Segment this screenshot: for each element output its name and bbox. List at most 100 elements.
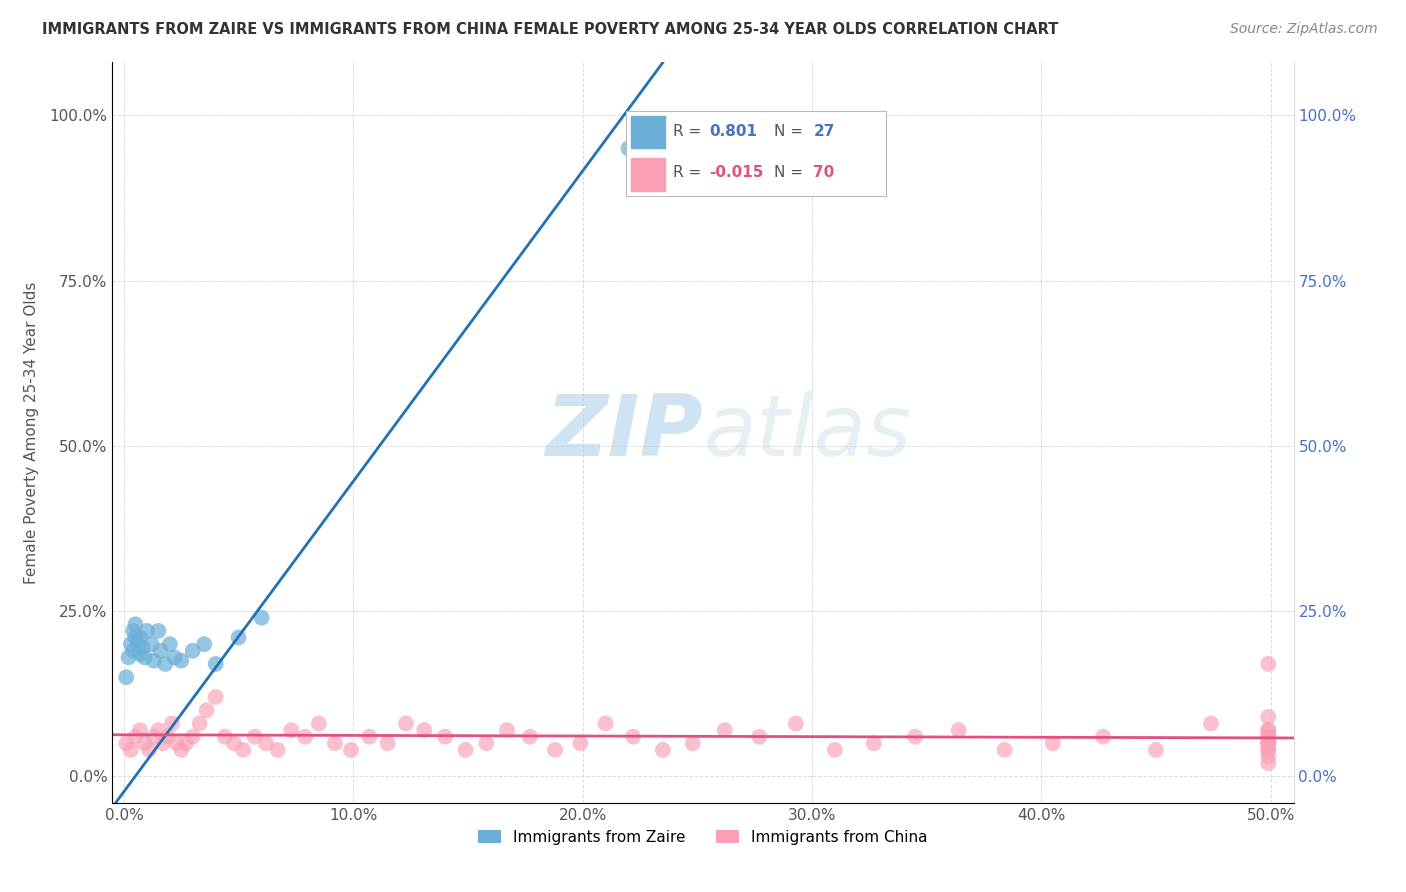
Point (195, 703, 218, 717)
Text: Source: ZipAtlas.com: Source: ZipAtlas.com (1230, 22, 1378, 37)
Point (544, 743, 567, 757)
Point (785, 716, 807, 731)
Point (1257, 736, 1279, 750)
Point (454, 743, 477, 757)
Point (434, 730, 457, 744)
Point (134, 650, 156, 665)
Point (340, 743, 363, 757)
Point (117, 650, 139, 665)
Point (359, 730, 381, 744)
Legend: Immigrants from Zaire, Immigrants from China: Immigrants from Zaire, Immigrants from C… (472, 823, 934, 851)
Point (993, 743, 1015, 757)
Point (214, 730, 236, 744)
Point (181, 644, 204, 658)
Point (617, 141, 640, 155)
Point (127, 637, 149, 651)
Point (193, 637, 215, 651)
Point (138, 743, 160, 757)
Point (135, 624, 157, 638)
Point (280, 723, 302, 737)
Point (232, 743, 254, 757)
Point (149, 644, 172, 658)
Point (254, 736, 277, 750)
Point (188, 716, 211, 731)
Point (1257, 736, 1279, 750)
Point (1257, 749, 1279, 764)
Point (204, 690, 226, 704)
Point (134, 736, 156, 750)
Point (142, 730, 165, 744)
Point (160, 716, 183, 731)
Point (1257, 730, 1279, 744)
Point (142, 654, 165, 668)
Point (1257, 657, 1279, 671)
Point (651, 743, 673, 757)
Point (170, 654, 193, 668)
Point (323, 736, 346, 750)
Point (569, 736, 592, 750)
Point (156, 730, 179, 744)
Point (129, 723, 152, 737)
Point (1257, 710, 1279, 724)
Point (904, 730, 927, 744)
Point (266, 743, 288, 757)
Point (228, 631, 250, 645)
Point (181, 730, 204, 744)
Point (395, 716, 418, 731)
Point (1257, 743, 1279, 757)
Point (1257, 743, 1279, 757)
Point (124, 617, 146, 632)
Point (713, 723, 735, 737)
Point (148, 624, 170, 638)
Point (475, 736, 498, 750)
Point (115, 670, 138, 684)
Point (120, 637, 142, 651)
Point (308, 716, 330, 731)
Point (1257, 736, 1279, 750)
Point (294, 730, 316, 744)
Point (1257, 723, 1279, 737)
Point (243, 730, 266, 744)
Point (115, 736, 138, 750)
Point (595, 716, 617, 731)
Point (863, 736, 886, 750)
Point (129, 647, 152, 661)
Point (1199, 716, 1222, 731)
Point (1257, 723, 1279, 737)
Point (1092, 730, 1115, 744)
Point (122, 644, 145, 658)
Point (204, 657, 226, 671)
Point (682, 736, 704, 750)
Point (152, 736, 174, 750)
Point (250, 611, 273, 625)
Y-axis label: Female Poverty Among 25-34 Year Olds: Female Poverty Among 25-34 Year Olds (24, 282, 38, 583)
Point (159, 637, 181, 651)
Point (948, 723, 970, 737)
Point (141, 637, 163, 651)
Point (1257, 730, 1279, 744)
Point (222, 736, 245, 750)
Point (1042, 736, 1064, 750)
Text: IMMIGRANTS FROM ZAIRE VS IMMIGRANTS FROM CHINA FEMALE POVERTY AMONG 25-34 YEAR O: IMMIGRANTS FROM ZAIRE VS IMMIGRANTS FROM… (42, 22, 1059, 37)
Point (1144, 743, 1167, 757)
Point (413, 723, 436, 737)
Point (170, 743, 193, 757)
Point (1257, 756, 1279, 771)
Point (1257, 730, 1279, 744)
Point (496, 723, 519, 737)
Point (163, 650, 186, 665)
Point (824, 743, 846, 757)
Point (155, 657, 177, 671)
Text: ZIP: ZIP (546, 391, 703, 475)
Point (124, 631, 146, 645)
Point (148, 723, 170, 737)
Point (748, 730, 770, 744)
Point (174, 736, 197, 750)
Point (129, 631, 152, 645)
Point (122, 624, 145, 638)
Point (377, 736, 399, 750)
Point (519, 730, 541, 744)
Text: atlas: atlas (703, 391, 911, 475)
Point (131, 640, 153, 655)
Point (621, 730, 644, 744)
